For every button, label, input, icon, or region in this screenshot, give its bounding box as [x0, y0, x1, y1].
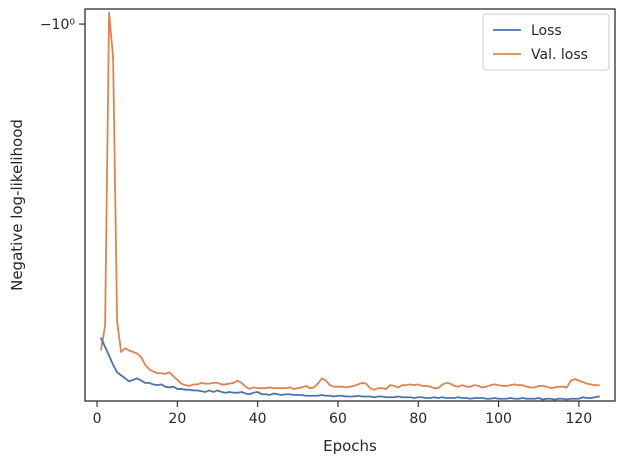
- y-tick-label-0: −10⁰: [40, 17, 76, 33]
- legend-label-0: Loss: [531, 23, 562, 39]
- x-axis-label: Epochs: [323, 437, 377, 455]
- y-axis-label: Negative log-likelihood: [8, 119, 26, 291]
- x-tick-label-2: 40: [249, 411, 267, 427]
- series-line-1: [100, 11, 600, 391]
- plot-frame: [84, 8, 616, 402]
- legend-label-1: Val. loss: [531, 47, 588, 63]
- x-tick-label-6: 120: [565, 411, 592, 427]
- x-tick-label-3: 60: [329, 411, 347, 427]
- series-line-0: [100, 337, 600, 401]
- x-axis: 0 20 40 60 80 100 120: [93, 401, 592, 427]
- x-tick-label-5: 100: [485, 411, 512, 427]
- series-layer: [100, 11, 600, 401]
- y-axis: −10⁰: [40, 17, 85, 33]
- x-tick-label-4: 80: [409, 411, 427, 427]
- legend: Loss Val. loss: [482, 13, 610, 71]
- x-tick-label-1: 20: [168, 411, 186, 427]
- x-tick-label-0: 0: [93, 411, 102, 427]
- legend-box: [482, 13, 610, 71]
